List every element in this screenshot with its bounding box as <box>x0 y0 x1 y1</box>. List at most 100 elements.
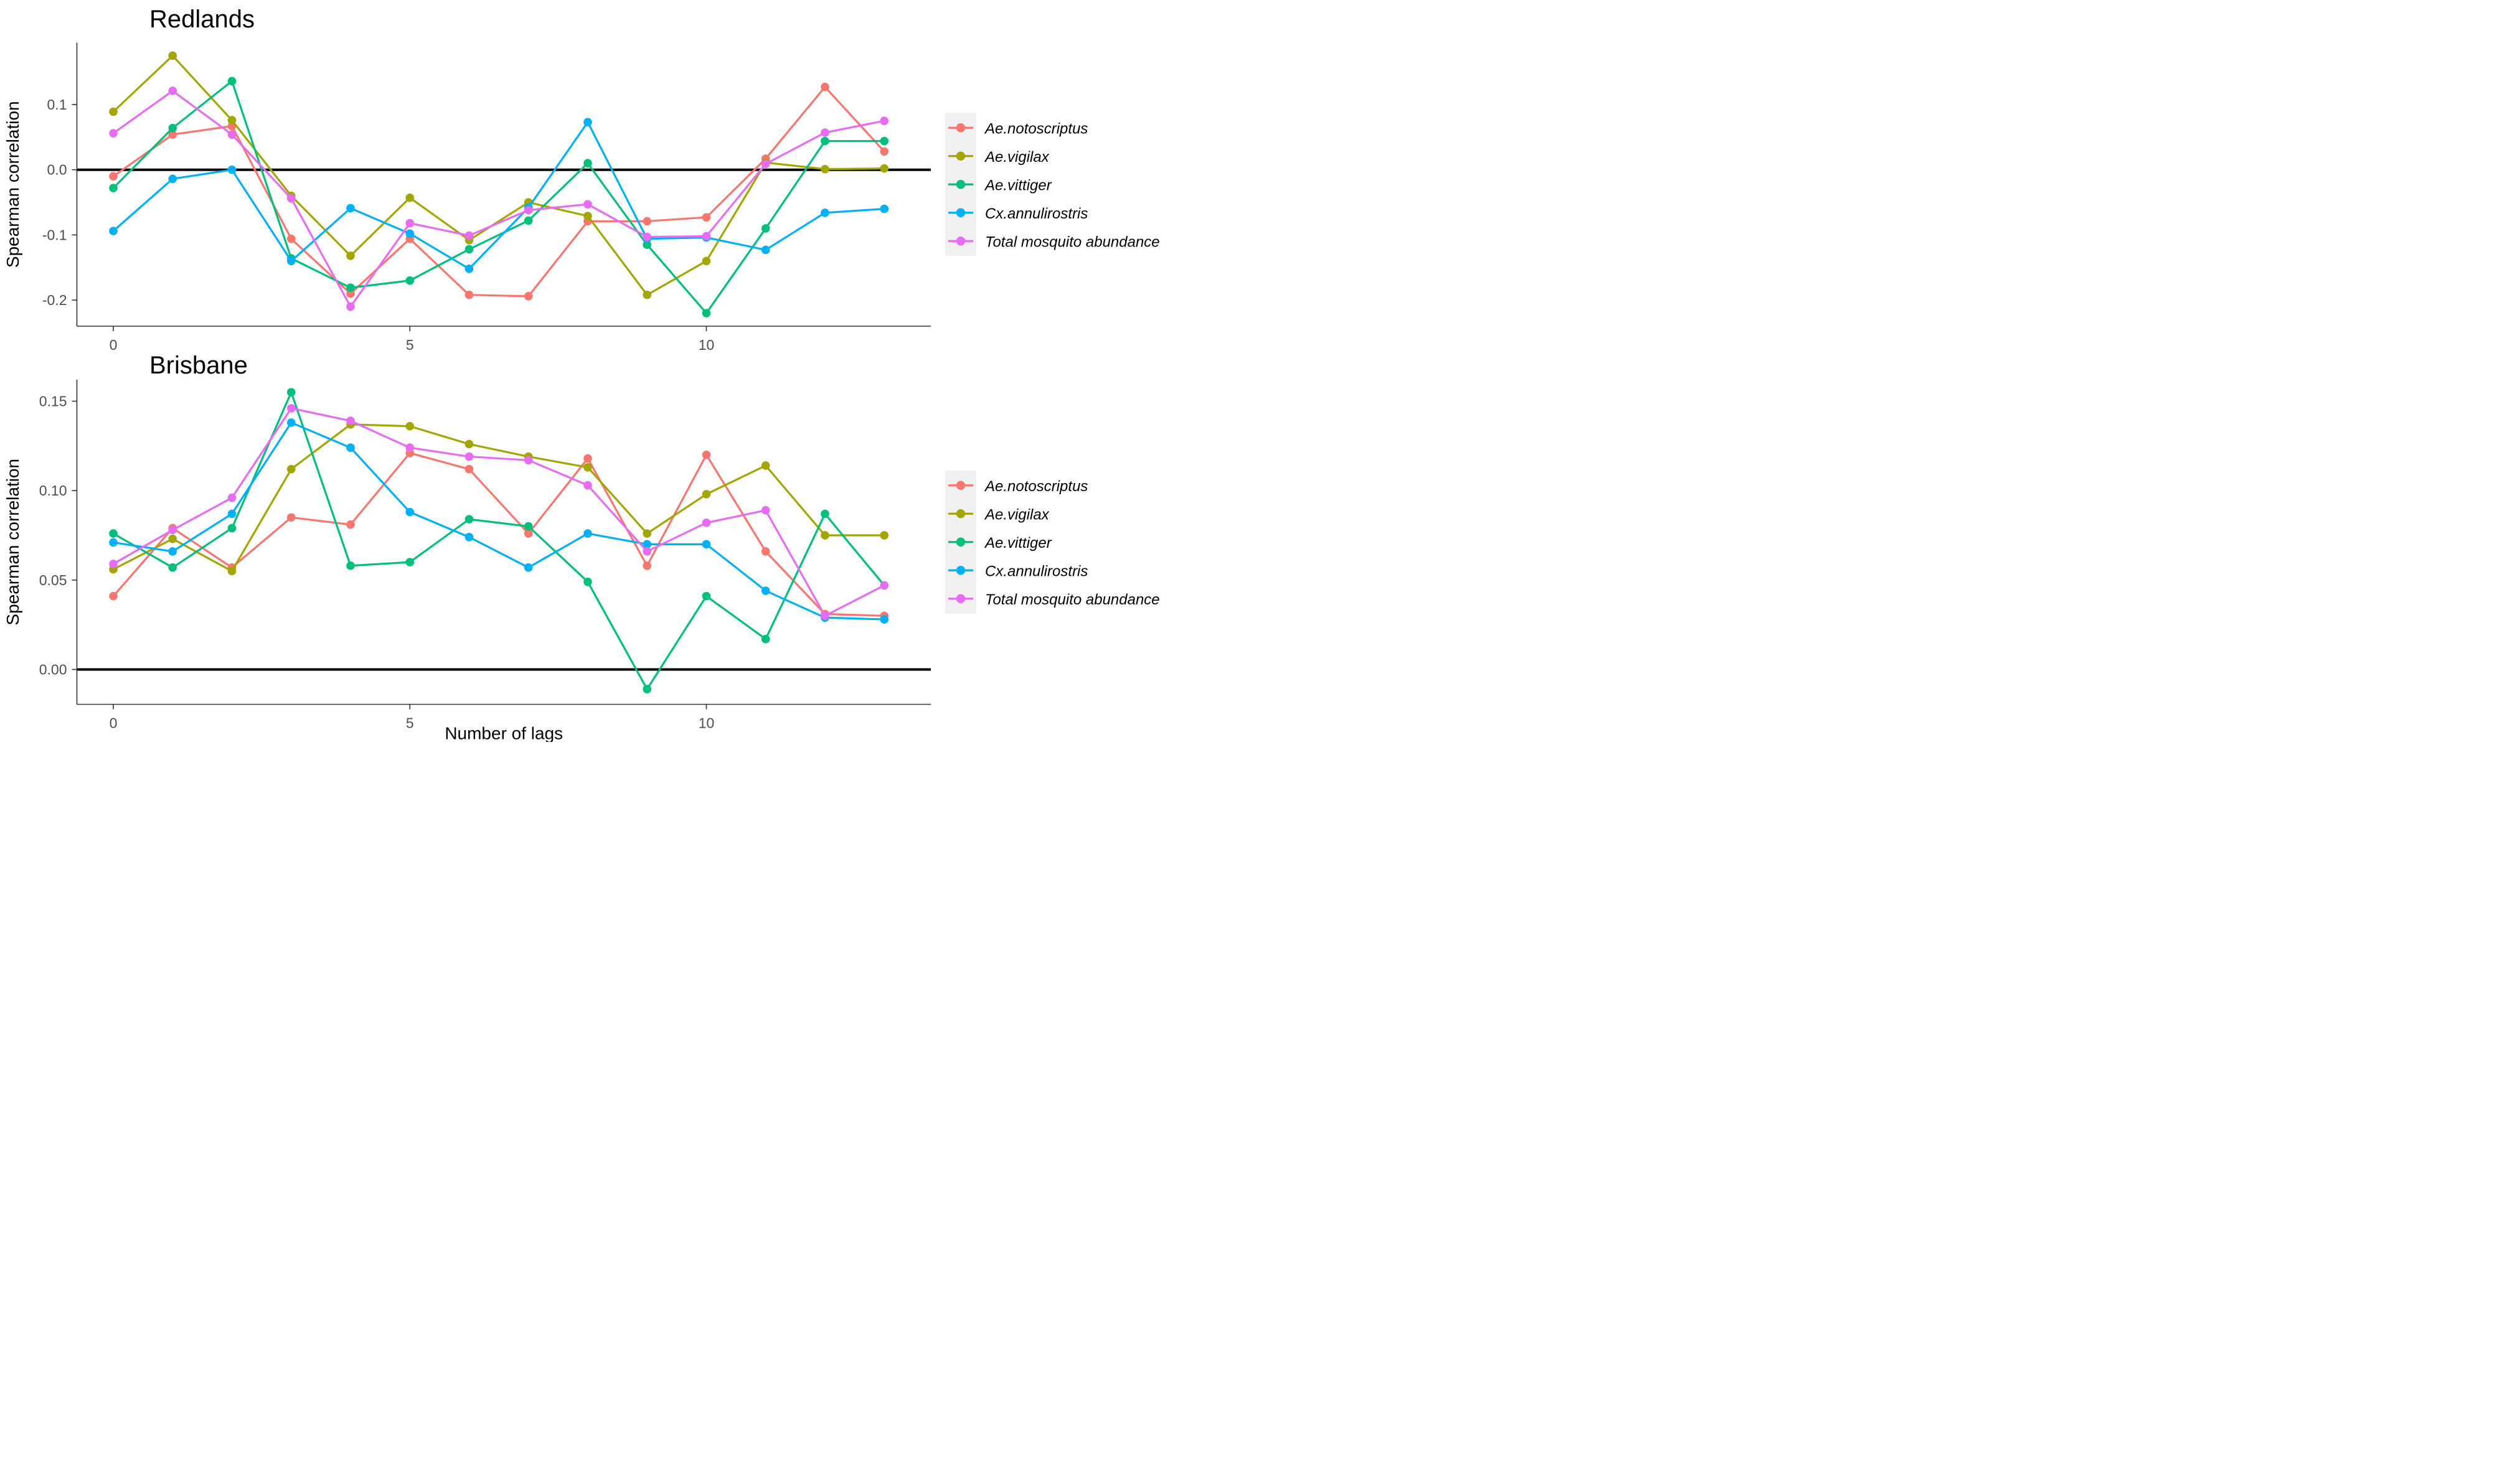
data-point-lag-1 <box>168 534 177 543</box>
data-point-lag-7 <box>524 456 533 465</box>
data-point-lag-5 <box>405 218 415 228</box>
data-point-lag-5 <box>405 276 415 285</box>
series-ae-vigilax <box>109 51 889 299</box>
data-point-lag-9 <box>643 217 652 226</box>
data-point-lag-1 <box>168 525 177 535</box>
data-point-lag-7 <box>524 529 533 538</box>
data-point-lag-8 <box>583 118 592 127</box>
data-point-lag-13 <box>880 615 889 624</box>
data-point-lag-6 <box>464 452 474 461</box>
data-point-lag-4 <box>346 561 355 570</box>
data-point-lag-5 <box>405 421 415 431</box>
data-point-lag-6 <box>464 515 474 524</box>
data-point-lag-11 <box>761 634 770 644</box>
facet-title: Redlands <box>149 6 255 33</box>
data-point-lag-13 <box>880 147 889 156</box>
data-point-lag-13 <box>880 581 889 590</box>
data-point-lag-7 <box>524 522 533 531</box>
legend-row: Ae.vigilax <box>948 149 1050 166</box>
legend-key-point <box>956 594 966 603</box>
data-point-lag-3 <box>286 234 296 243</box>
legend-row: Ae.vittiger <box>948 535 1052 552</box>
facet-title: Brisbane <box>149 352 248 379</box>
legend-key-point <box>956 566 966 575</box>
lag-correlation-line-charts: Redlands 0.1 0.0 -0.1 -0.2 0 5 10 Spearman corre… <box>3 6 1160 743</box>
data-point-lag-8 <box>583 200 592 209</box>
y-axis-title: Spearman correlation <box>3 101 22 268</box>
x-axis-title: Number of lags <box>445 724 563 743</box>
data-point-lag-2 <box>227 524 237 533</box>
data-point-lag-10 <box>702 519 711 527</box>
data-point-lag-1 <box>168 51 177 60</box>
data-point-lag-12 <box>821 509 829 519</box>
series-line <box>113 407 885 618</box>
x-tick-label: 10 <box>699 337 715 353</box>
legend-key-point <box>956 180 966 189</box>
data-point-lag-3 <box>286 194 296 203</box>
legend-key-point <box>956 151 966 161</box>
legend: Ae.notoscriptus Ae.vigilax Ae.vittiger Cx.a… <box>945 470 1160 614</box>
data-point-lag-1 <box>168 547 177 556</box>
data-point-lag-9 <box>643 240 652 249</box>
data-point-lag-6 <box>464 439 474 449</box>
y-tick-label: 0.05 <box>39 572 67 588</box>
data-point-lag-13 <box>880 136 889 146</box>
data-point-lag-9 <box>643 547 652 556</box>
legend-label: Total mosquito abundance <box>985 233 1160 250</box>
data-point-lag-8 <box>583 463 592 472</box>
data-point-lag-10 <box>702 256 711 266</box>
data-point-lag-13 <box>880 531 889 540</box>
data-point-lag-10 <box>702 232 711 241</box>
data-point-lag-5 <box>405 558 415 566</box>
legend-row: Ae.vittiger <box>948 177 1052 194</box>
data-point-lag-0 <box>109 529 118 538</box>
series-total-mosquito-abundance <box>109 87 889 311</box>
data-point-lag-8 <box>583 159 592 168</box>
data-point-lag-9 <box>643 232 652 242</box>
y-tick-label: 0.15 <box>39 393 67 409</box>
data-point-lag-6 <box>464 231 474 240</box>
y-tick-label: -0.2 <box>42 292 67 308</box>
legend: Ae.notoscriptus Ae.vigilax Ae.vittiger Cx.a… <box>945 113 1160 256</box>
data-point-lag-10 <box>702 213 711 222</box>
data-point-lag-12 <box>821 209 829 217</box>
data-point-lag-8 <box>583 481 592 490</box>
series-line <box>112 54 885 296</box>
data-point-lag-1 <box>168 563 177 572</box>
series-total-mosquito-abundance <box>109 404 889 621</box>
data-point-lag-9 <box>643 529 652 538</box>
data-point-lag-0 <box>109 227 118 235</box>
data-point-lag-5 <box>405 443 415 452</box>
y-tick-label: 0.00 <box>39 661 67 677</box>
legend-label: Ae.vigilax <box>984 506 1050 523</box>
data-point-lag-3 <box>286 404 296 413</box>
data-point-lag-4 <box>346 204 355 213</box>
data-point-lag-10 <box>702 450 711 459</box>
series-line <box>113 90 885 309</box>
data-point-lag-4 <box>346 416 355 425</box>
x-tick-label: 5 <box>406 715 414 731</box>
data-point-lag-12 <box>821 128 829 137</box>
legend-key-point <box>956 509 966 519</box>
legend-row: Ae.notoscriptus <box>948 478 1088 495</box>
data-point-lag-11 <box>761 505 770 515</box>
x-tick-label: 5 <box>406 337 414 353</box>
data-point-lag-11 <box>761 159 770 169</box>
data-point-lag-7 <box>524 216 533 225</box>
data-point-lag-1 <box>168 174 177 184</box>
data-point-lag-7 <box>524 563 533 572</box>
legend-key-point <box>956 123 966 133</box>
data-point-lag-3 <box>286 418 296 427</box>
legend-label: Ae.vittiger <box>984 177 1052 194</box>
legend-label: Ae.vigilax <box>984 149 1050 166</box>
data-point-lag-9 <box>643 561 652 570</box>
legend-key-point <box>956 537 966 547</box>
x-tick-label: 0 <box>110 715 118 731</box>
data-point-lag-13 <box>880 164 889 173</box>
data-point-lag-1 <box>168 87 177 95</box>
data-point-lag-7 <box>524 205 533 215</box>
data-point-lag-6 <box>464 265 474 273</box>
data-point-lag-9 <box>643 540 652 549</box>
data-point-lag-10 <box>702 591 711 601</box>
legend-key-point <box>956 237 966 246</box>
